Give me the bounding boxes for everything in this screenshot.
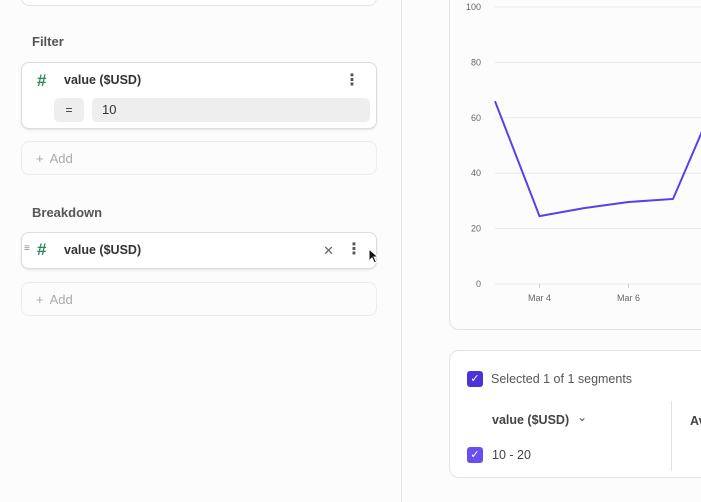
add-label: Add bbox=[49, 150, 73, 166]
series-line bbox=[494, 100, 701, 218]
line-chart: 0 20 40 60 80 100 Mar 4 Mar 6 bbox=[466, 2, 701, 303]
next-column-header: Av bbox=[690, 414, 701, 428]
segment-checkbox[interactable]: ✓ bbox=[467, 447, 483, 463]
segment-label: 10 - 20 bbox=[492, 448, 531, 462]
y-tick-label: 100 bbox=[466, 2, 481, 12]
filter-card[interactable]: # value ($USD) ⋮ = 10 bbox=[21, 62, 377, 129]
chevron-down-icon[interactable]: ⌄ bbox=[577, 410, 588, 424]
y-tick-label: 20 bbox=[471, 224, 481, 234]
segments-card: ✓ Selected 1 of 1 segments value ($USD) … bbox=[449, 350, 701, 478]
plus-icon: + bbox=[36, 150, 44, 166]
x-tick-label: Mar 6 bbox=[617, 293, 640, 303]
more-icon[interactable]: ⋮ bbox=[344, 72, 360, 89]
column-header-group[interactable]: value ($USD) ⌄ bbox=[492, 410, 588, 427]
add-label: Add bbox=[49, 291, 73, 307]
close-icon[interactable]: ✕ bbox=[323, 242, 334, 258]
selection-summary: Selected 1 of 1 segments bbox=[491, 372, 633, 386]
x-tick-label: Mar 4 bbox=[528, 293, 551, 303]
select-all-checkbox[interactable]: ✓ bbox=[467, 371, 483, 387]
mouse-cursor-icon bbox=[368, 248, 380, 264]
breakdown-actions: ✕ ⋮ bbox=[323, 242, 362, 258]
add-breakdown-button[interactable]: + Add bbox=[21, 282, 377, 316]
previous-card bbox=[21, 0, 377, 6]
breakdown-heading: Breakdown bbox=[32, 205, 103, 220]
drag-handle-icon[interactable]: ≡ bbox=[24, 243, 30, 254]
hash-icon: # bbox=[37, 240, 47, 259]
column-header[interactable]: value ($USD) bbox=[492, 413, 570, 427]
hash-icon: # bbox=[37, 71, 47, 90]
chart-card: 0 20 40 60 80 100 Mar 4 Mar 6 bbox=[449, 0, 701, 330]
filter-heading: Filter bbox=[32, 34, 64, 49]
plus-icon: + bbox=[36, 291, 44, 307]
filter-value-input[interactable]: 10 bbox=[92, 98, 370, 122]
breakdown-property[interactable]: value ($USD) bbox=[64, 243, 142, 257]
y-tick-label: 40 bbox=[471, 168, 481, 178]
query-panel: Filter # value ($USD) ⋮ = 10 + Add Breakd… bbox=[21, 0, 402, 502]
filter-property[interactable]: value ($USD) bbox=[64, 73, 142, 87]
column-divider bbox=[671, 401, 672, 471]
more-icon[interactable]: ⋮ bbox=[346, 241, 362, 258]
operator-select[interactable]: = bbox=[54, 98, 84, 122]
breakdown-card[interactable]: ≡ # value ($USD) ✕ ⋮ bbox=[21, 232, 377, 269]
y-tick-label: 80 bbox=[471, 57, 481, 67]
add-filter-button[interactable]: + Add bbox=[21, 141, 377, 175]
y-tick-label: 0 bbox=[476, 279, 481, 289]
y-tick-label: 60 bbox=[471, 113, 481, 123]
